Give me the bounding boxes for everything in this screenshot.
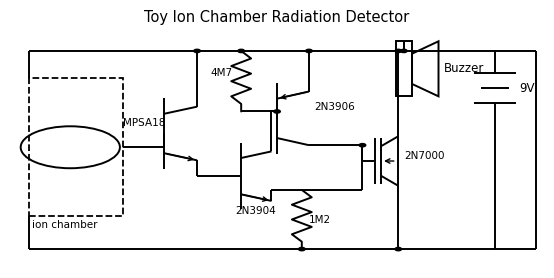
Text: Toy Ion Chamber Radiation Detector: Toy Ion Chamber Radiation Detector (145, 10, 409, 25)
Circle shape (299, 247, 305, 251)
Text: 2N3906: 2N3906 (315, 102, 355, 112)
Circle shape (401, 49, 407, 53)
Text: 2N3904: 2N3904 (235, 207, 276, 217)
Bar (396, 41, 412, 96)
Text: MPSA18: MPSA18 (122, 118, 165, 128)
Circle shape (274, 110, 280, 113)
Circle shape (395, 49, 402, 53)
Circle shape (395, 247, 402, 251)
Text: 1M2: 1M2 (309, 215, 331, 225)
Circle shape (238, 49, 244, 53)
Text: 9V: 9V (520, 81, 535, 95)
Text: ion chamber: ion chamber (32, 220, 97, 230)
Bar (29, 78, 122, 216)
Text: 4M7: 4M7 (211, 68, 233, 78)
Circle shape (306, 49, 312, 53)
Text: 2N7000: 2N7000 (404, 150, 444, 160)
Circle shape (194, 49, 201, 53)
Text: Buzzer: Buzzer (444, 62, 484, 75)
Circle shape (359, 143, 366, 147)
